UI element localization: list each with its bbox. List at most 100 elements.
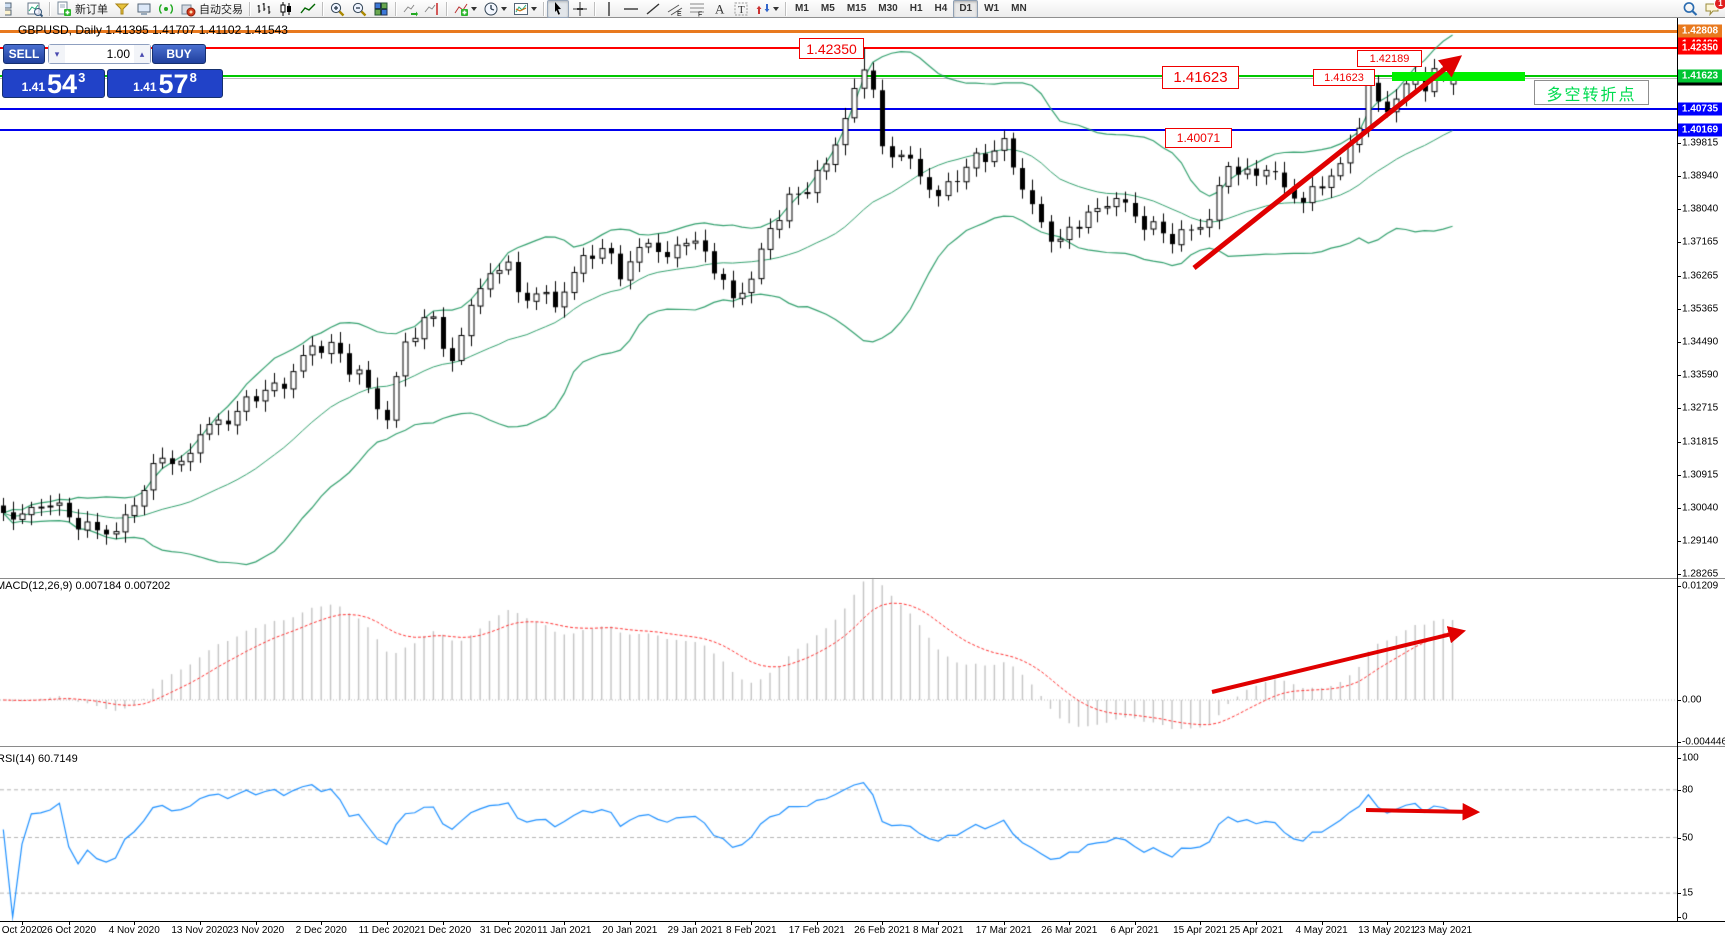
new-order-button[interactable]: 新订单 xyxy=(53,0,111,18)
trendline-icon[interactable] xyxy=(642,0,664,18)
volume-input[interactable] xyxy=(65,45,134,63)
price-tick-mark xyxy=(1677,475,1681,477)
date-tick-mark xyxy=(695,922,697,925)
bar-chart-icon[interactable] xyxy=(253,0,275,18)
price-tick-label: 1.39815 xyxy=(1682,137,1719,149)
price-tick-mark xyxy=(1677,507,1681,509)
volume-decrease-button[interactable]: ▾ xyxy=(49,45,65,63)
horizontal-line-icon[interactable] xyxy=(620,0,642,18)
timeframe-h4-button[interactable]: H4 xyxy=(934,2,948,14)
date-label: 4 May 2021 xyxy=(1295,925,1348,936)
date-label: 25 Apr 2021 xyxy=(1229,925,1284,936)
price-label-1.41623-right[interactable]: 1.41623 xyxy=(1313,69,1375,86)
volume-increase-button[interactable]: ▴ xyxy=(134,45,150,63)
cursor-icon[interactable] xyxy=(547,0,569,18)
rsi-scale-label: 80 xyxy=(1682,784,1694,796)
vertical-line-icon[interactable] xyxy=(598,0,620,18)
rsi-pane-separator[interactable] xyxy=(0,746,1725,747)
price-tick-label: 1.37165 xyxy=(1682,236,1719,248)
terminal-icon[interactable] xyxy=(133,0,155,18)
date-label: 13 Nov 2020 xyxy=(171,925,229,936)
date-axis: Oct 2020 26 Oct 2020 4 Nov 2020 13 Nov 2020… xyxy=(0,922,1725,938)
text-label-icon[interactable]: T xyxy=(730,0,752,18)
zoom-in-icon[interactable] xyxy=(326,0,348,18)
date-tick-mark xyxy=(1256,922,1258,925)
sell-price-panel[interactable]: 1.41 54 3 xyxy=(2,69,105,98)
macd-scale-label: -0.004446 xyxy=(1682,736,1725,748)
price-tick-label: 1.32715 xyxy=(1682,402,1719,414)
text-icon[interactable]: A xyxy=(708,0,730,18)
timeframe-m15-button[interactable]: M15 xyxy=(846,2,867,14)
price-label-1.42350[interactable]: 1.42350 xyxy=(799,38,864,59)
timeframe-m30-button[interactable]: M30 xyxy=(878,2,898,14)
price-label-1.42189[interactable]: 1.42189 xyxy=(1357,50,1422,67)
timeframe-h1-button[interactable]: H1 xyxy=(909,2,923,14)
equidistant-channel-icon[interactable]: E xyxy=(664,0,686,18)
price-axis-line xyxy=(1677,18,1678,921)
templates-icon[interactable] xyxy=(510,0,540,18)
price-tag-142350: 1.42350 xyxy=(1678,41,1722,55)
price-tick-label: 1.38940 xyxy=(1682,170,1719,182)
date-label: 4 Nov 2020 xyxy=(108,925,160,936)
svg-text:F: F xyxy=(698,11,702,17)
date-label: 23 Nov 2020 xyxy=(227,925,285,936)
search-icon[interactable] xyxy=(1679,0,1701,18)
tile-windows-icon[interactable] xyxy=(370,0,392,18)
timeframe-m5-button[interactable]: M5 xyxy=(820,2,835,14)
svg-text:E: E xyxy=(677,11,682,17)
crosshair-icon[interactable] xyxy=(569,0,591,18)
price-label-1.40071[interactable]: 1.40071 xyxy=(1165,128,1232,148)
auto-scroll-icon[interactable] xyxy=(399,0,421,18)
toolbar-separator xyxy=(446,1,447,16)
chevron-down-icon xyxy=(501,6,507,11)
price-tick-label: 1.29140 xyxy=(1682,535,1719,547)
sell-price-big: 54 xyxy=(47,69,78,99)
notification-badge: 1 xyxy=(1714,0,1725,10)
zoom-out-icon[interactable] xyxy=(348,0,370,18)
macd-label: MACD(12,26,9) 0.007184 0.007202 xyxy=(0,580,171,592)
autotrade-button[interactable]: 自动交易 xyxy=(177,0,246,18)
toolbar-separator xyxy=(49,1,50,16)
buy-price-panel[interactable]: 1.41 57 8 xyxy=(107,69,223,98)
toolbar-separator xyxy=(395,1,396,16)
price-label-1.41623-left[interactable]: 1.41623 xyxy=(1162,66,1239,89)
timeframe-mn-button[interactable]: MN xyxy=(1011,2,1027,14)
timeframe-w1-button[interactable]: W1 xyxy=(984,2,1000,14)
data-window-icon[interactable] xyxy=(24,0,46,18)
svg-text:A: A xyxy=(715,1,725,16)
arrows-icon[interactable] xyxy=(752,0,782,18)
timeframe-d1-button[interactable]: D1 xyxy=(953,0,979,18)
line-chart-icon[interactable] xyxy=(297,0,319,18)
signals-icon[interactable] xyxy=(155,0,177,18)
chart-shift-icon[interactable] xyxy=(421,0,443,18)
sell-button[interactable]: SELL xyxy=(3,44,45,64)
date-label: Oct 2020 xyxy=(1,925,43,936)
charts-window-icon[interactable] xyxy=(2,0,24,18)
toolbar-separator xyxy=(785,1,786,16)
indicators-icon[interactable] xyxy=(450,0,480,18)
price-tick-mark xyxy=(1677,209,1681,211)
price-tick-mark xyxy=(1677,375,1681,377)
price-tick-mark xyxy=(1677,407,1681,409)
toolbar-separator xyxy=(543,1,544,16)
date-label: 21 Dec 2020 xyxy=(414,925,472,936)
timeframe-m1-button[interactable]: M1 xyxy=(795,2,809,14)
macd-pane-separator[interactable] xyxy=(0,578,1725,579)
fibonacci-icon[interactable]: F xyxy=(686,0,708,18)
date-tick-mark xyxy=(1069,922,1071,925)
date-label: 26 Feb 2021 xyxy=(854,925,911,936)
rsi-label: RSI(14) 60.7149 xyxy=(0,753,78,765)
date-tick-mark xyxy=(321,922,323,925)
sell-price-prefix: 1.41 xyxy=(21,80,46,94)
turning-point-note[interactable]: 多空转折点 xyxy=(1534,80,1649,105)
chat-icon[interactable]: 1 xyxy=(1701,0,1725,18)
buy-button[interactable]: BUY xyxy=(152,44,206,64)
clean-charts-icon[interactable] xyxy=(111,0,133,18)
price-tick-mark xyxy=(1677,441,1681,443)
candlestick-chart-icon[interactable] xyxy=(275,0,297,18)
price-tag-141623: 1.41623 xyxy=(1678,69,1722,82)
periods-icon[interactable] xyxy=(480,0,510,18)
highlight-rectangle[interactable] xyxy=(1392,72,1525,81)
date-label: 26 Oct 2020 xyxy=(41,925,97,936)
